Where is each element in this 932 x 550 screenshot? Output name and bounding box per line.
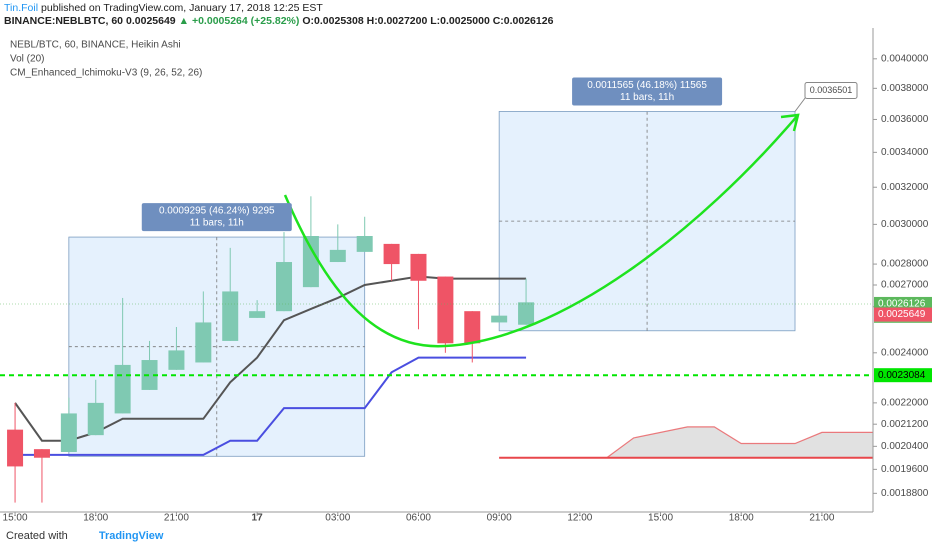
symbol: BINANCE:NEBLBTC, 60 bbox=[4, 15, 124, 27]
legend-entry: NEBL/BTC, 60, BINANCE, Heikin Ashi bbox=[10, 40, 181, 51]
candle-body bbox=[518, 302, 535, 325]
x-tick-label: 15:00 bbox=[648, 513, 673, 524]
box-sublabel: 11 bars, 11h bbox=[190, 218, 244, 229]
published: published on TradingView.com, January 17… bbox=[41, 2, 323, 14]
author: Tin.Foil bbox=[4, 2, 39, 14]
y-tick-label: 0.0022000 bbox=[881, 398, 929, 409]
candle-body bbox=[222, 291, 239, 341]
y-tick-label: 0.0021200 bbox=[881, 419, 929, 430]
callout-box bbox=[804, 81, 858, 99]
projection-arrow bbox=[780, 113, 800, 132]
price-tag-label: 0.0023084 bbox=[878, 370, 926, 381]
candle-body bbox=[302, 236, 319, 288]
y-tick-label: 0.0027000 bbox=[881, 280, 929, 291]
candle-body bbox=[437, 276, 454, 344]
box-sublabel: 11 bars, 11h bbox=[620, 92, 674, 103]
price-tag bbox=[874, 307, 932, 322]
y-tick-label: 0.0019600 bbox=[881, 464, 929, 475]
ohlc: O:0.0025308 H:0.0027200 L:0.0025000 C:0.… bbox=[302, 15, 554, 27]
cloud-fill bbox=[499, 426, 873, 458]
plot bbox=[0, 111, 873, 503]
x-tick-label: 18:00 bbox=[729, 513, 754, 524]
box-label: 0.0009295 (46.24%) 9295 bbox=[159, 206, 275, 217]
candle-body bbox=[168, 350, 185, 370]
candle-body bbox=[141, 360, 158, 390]
x-tick-label: 09:00 bbox=[487, 513, 512, 524]
candle-body bbox=[249, 311, 266, 318]
y-tick-label: 0.0024000 bbox=[881, 347, 929, 358]
candle-body bbox=[33, 449, 50, 458]
candle-body bbox=[410, 253, 427, 281]
x-tick-label: 17 bbox=[252, 513, 264, 524]
indicator-line bbox=[15, 356, 527, 456]
legend-entry: Vol (20) bbox=[10, 54, 44, 65]
candle-body bbox=[329, 249, 346, 263]
callout-label: 0.0036501 bbox=[810, 85, 853, 95]
y-tick-label: 0.0030000 bbox=[881, 219, 929, 230]
x-tick-label: 06:00 bbox=[406, 513, 431, 524]
x-tick-label: 03:00 bbox=[325, 513, 350, 524]
x-tick-label: 21:00 bbox=[164, 513, 189, 524]
legend-entry: CM_Enhanced_Ichimoku-V3 (9, 26, 52, 26) bbox=[10, 68, 202, 79]
projection-curve bbox=[283, 114, 799, 348]
header-line: Tin.Foil published on TradingView.com, Ja… bbox=[4, 2, 326, 14]
price-tag-label: 0.0025649 bbox=[878, 309, 926, 320]
candle-body bbox=[464, 311, 481, 344]
x-tick-label: 21:00 bbox=[809, 513, 834, 524]
x-tick-label: 15:00 bbox=[3, 513, 28, 524]
footer-brand: TradingView bbox=[98, 530, 164, 542]
candle-body bbox=[195, 322, 212, 363]
price-tag-label: 0.0026126 bbox=[878, 299, 926, 310]
candle-body bbox=[491, 315, 508, 323]
symbol-line: BINANCE:NEBLBTC, 60 0.0025649 ▲ +0.0005264… bbox=[4, 15, 556, 27]
last: 0.0025649 bbox=[126, 15, 176, 27]
candle-body bbox=[60, 413, 77, 452]
footer-created: Created with bbox=[6, 530, 68, 542]
y-tick-label: 0.0038000 bbox=[881, 83, 929, 94]
candle-body bbox=[7, 429, 24, 467]
candle-body bbox=[276, 262, 293, 312]
y-tick-label: 0.0040000 bbox=[881, 53, 929, 64]
x-tick-label: 12:00 bbox=[567, 513, 592, 524]
y-tick-label: 0.0020400 bbox=[881, 441, 929, 452]
box-label-bg bbox=[572, 77, 723, 106]
box-label: 0.0011565 (46.18%) 11565 bbox=[587, 80, 707, 91]
y-tick-label: 0.0036000 bbox=[881, 114, 929, 125]
candle-body bbox=[383, 243, 400, 265]
candle-body bbox=[356, 236, 373, 252]
y-tick-label: 0.0018800 bbox=[881, 488, 929, 499]
box-label-bg bbox=[141, 203, 292, 232]
footer: Created with TradingView bbox=[6, 530, 163, 542]
cloud-line bbox=[499, 426, 873, 459]
price-tag bbox=[874, 368, 932, 383]
candle-body bbox=[114, 364, 131, 414]
y-tick-label: 0.0028000 bbox=[881, 259, 929, 270]
change: ▲ +0.0005264 (+25.82%) bbox=[178, 15, 300, 27]
y-tick-label: 0.0032000 bbox=[881, 182, 929, 193]
y-tick-label: 0.0034000 bbox=[881, 147, 929, 158]
candle-body bbox=[87, 402, 104, 436]
price-tag bbox=[874, 296, 932, 311]
x-tick-label: 18:00 bbox=[83, 513, 108, 524]
